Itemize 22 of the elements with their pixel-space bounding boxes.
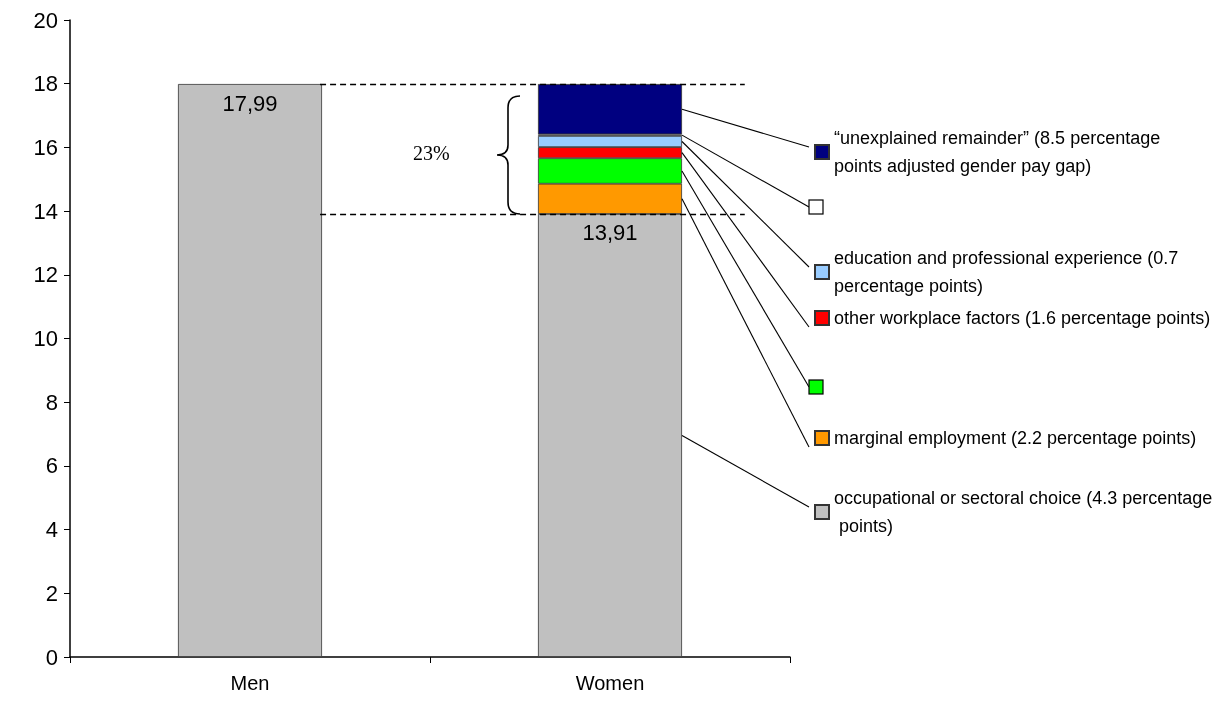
legend-label: other workplace factors (1.6 percentage points) bbox=[834, 308, 1211, 328]
y-tick-label: 2 bbox=[45, 580, 58, 606]
y-tick-label: 14 bbox=[33, 198, 58, 224]
y-tick-label: 20 bbox=[33, 7, 58, 33]
data-label: 17,99 bbox=[222, 90, 278, 116]
y-tick-label: 18 bbox=[33, 71, 58, 97]
annotation: 23% bbox=[413, 141, 450, 164]
x-tick-label: Women bbox=[575, 672, 645, 694]
y-tick-label: 6 bbox=[45, 453, 58, 479]
y-tick-label: 10 bbox=[33, 326, 58, 351]
legend-label: “unexplained remainder” (8.5 percentage points adjusted gender pay gap) bbox=[834, 128, 1166, 176]
bar bbox=[178, 84, 322, 657]
x-tick-label: Men bbox=[230, 672, 270, 694]
legend-label: occupational or sectoral choice (4.3 percentage points) bbox=[834, 488, 1213, 536]
y-tick-label: 16 bbox=[33, 134, 58, 160]
data-label: 13,91 bbox=[582, 220, 638, 246]
y-tick-label: 8 bbox=[45, 389, 58, 415]
legend-label: education and professional experience (0.7 percentage points) bbox=[834, 248, 1189, 296]
y-tick-label: 12 bbox=[33, 262, 58, 288]
y-tick-label: 0 bbox=[45, 644, 58, 670]
legend-label: marginal employment (2.2 percentage points) bbox=[834, 428, 1197, 448]
y-tick-label: 4 bbox=[45, 517, 58, 543]
